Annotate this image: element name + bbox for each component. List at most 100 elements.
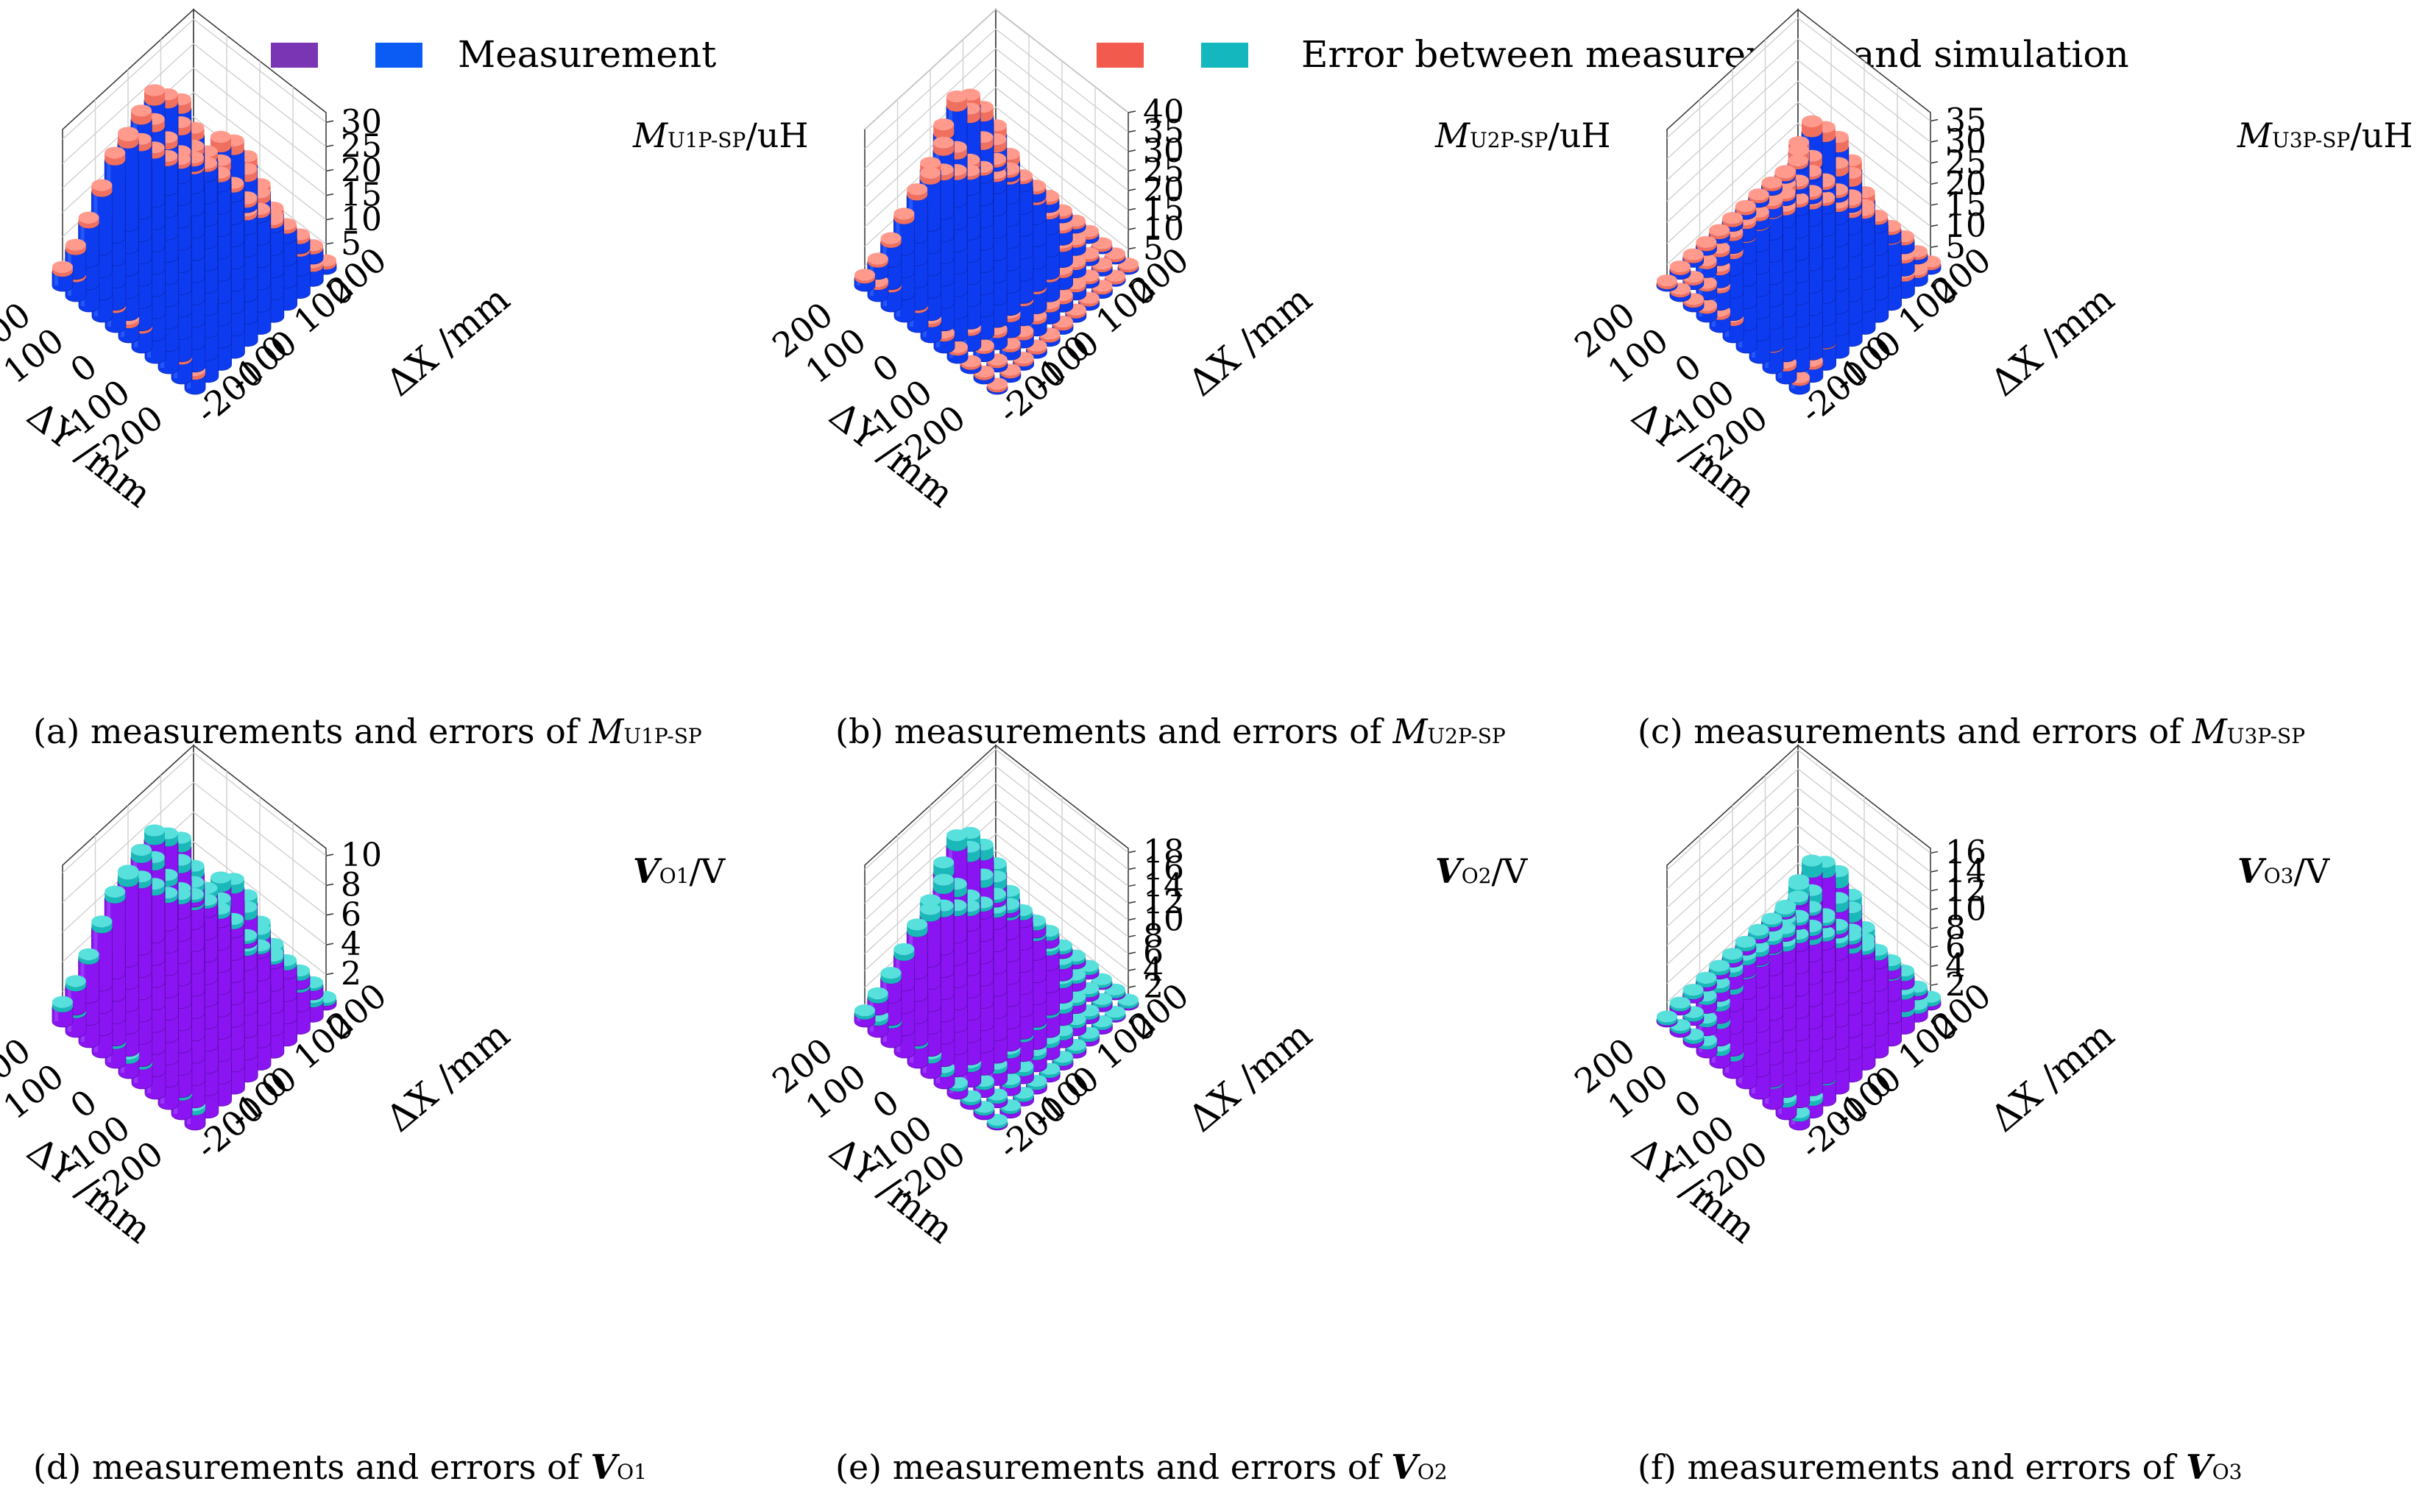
error-cap-top: [946, 90, 967, 102]
error-cap-top: [131, 104, 152, 117]
error-cap-top: [1657, 1010, 1677, 1023]
wall-gridline: [1666, 59, 1931, 181]
error-cap: [1696, 283, 1717, 292]
error-cap: [907, 189, 928, 201]
z-axis-variable: V: [633, 851, 662, 891]
error-cap-top: [91, 179, 113, 191]
error-cap: [960, 361, 981, 370]
z-tick-label: 20: [1945, 165, 1986, 202]
z-tick-mark: [1128, 227, 1136, 230]
error-cap: [144, 90, 165, 106]
error-cap-top: [65, 238, 86, 251]
error-cap: [1696, 305, 1717, 314]
error-cap-top: [65, 975, 86, 987]
bar-highlight: [54, 271, 58, 285]
caption-variable: V: [590, 1447, 620, 1487]
error-cap: [1735, 205, 1756, 216]
z-axis-unit: /uH: [2350, 116, 2413, 155]
z-tick-mark: [325, 943, 334, 945]
error-cap-top: [933, 118, 955, 131]
z-axis-subscript: O3: [2264, 864, 2294, 888]
wall-gridline: [62, 43, 327, 164]
z-tick-mark: [1930, 851, 1939, 854]
z-tick-mark: [1128, 867, 1136, 870]
error-cap: [854, 274, 875, 284]
z-tick-label: 30: [1945, 123, 1986, 160]
z-tick-mark: [1128, 207, 1136, 211]
error-cap: [987, 383, 1008, 393]
error-cap-top: [1722, 948, 1743, 960]
error-cap: [1748, 194, 1769, 204]
caption-prefix: (d) measurements and errors of: [33, 1447, 590, 1487]
error-cap-top: [1735, 199, 1756, 212]
wall-gridline: [864, 28, 1129, 150]
caption-prefix: (a) measurements and errors of: [33, 711, 589, 751]
bar-highlight: [54, 1006, 58, 1021]
error-cap: [1696, 260, 1717, 269]
error-cap: [880, 238, 902, 248]
z-axis-title: MU1P-SP/uH: [632, 116, 809, 155]
panel-caption: (b) measurements and errors of MU2P-SP: [835, 711, 1506, 751]
z-tick-label: 5: [1945, 228, 1966, 266]
error-cap: [91, 185, 113, 197]
z-tick-mark: [325, 193, 334, 196]
z-tick-mark: [1128, 168, 1136, 172]
error-cap-top: [210, 871, 231, 884]
error-cap: [947, 347, 968, 356]
error-cap-top: [920, 166, 941, 179]
error-cap-top: [105, 146, 126, 159]
z-axis-subscript: O2: [1462, 864, 1492, 888]
z-tick-mark: [1930, 224, 1939, 227]
error-cap-top: [1788, 155, 1808, 167]
error-cap: [1026, 345, 1047, 355]
error-cap-top: [144, 824, 165, 837]
z-tick-mark: [1128, 149, 1136, 152]
z-axis-subscript: O1: [659, 864, 690, 888]
z-axis-title: VO3/V: [2237, 851, 2330, 891]
bar-highlight: [67, 249, 71, 274]
caption-variable: M: [588, 711, 625, 751]
error-cap-top: [867, 987, 888, 999]
z-axis-title: VO2/V: [1435, 851, 1528, 891]
z-tick-label: 15: [341, 177, 382, 214]
panel-e: -200-10001002002001000-100-2002468101214…: [765, 744, 1528, 1487]
wall-gridline: [864, 87, 1129, 208]
z-tick-label: 15: [1143, 191, 1184, 229]
bars: [1656, 115, 1942, 395]
error-cap: [118, 135, 138, 149]
z-tick-mark: [1128, 110, 1136, 113]
z-tick-mark: [325, 242, 334, 245]
error-cap-top: [78, 948, 99, 960]
error-cap-top: [1802, 115, 1822, 127]
z-tick-label: 25: [341, 127, 382, 165]
z-tick-mark: [1128, 901, 1136, 904]
error-cap: [1722, 218, 1743, 227]
z-tick-mark: [1128, 884, 1136, 887]
wall-gridline: [864, 67, 1129, 189]
error-cap: [91, 921, 113, 934]
wall-gridline: [1666, 80, 1931, 202]
z-axis-variable: V: [1435, 851, 1465, 891]
z-tick-label: 10: [1945, 207, 1986, 245]
z-axis-unit: /V: [1491, 851, 1527, 891]
z-tick-mark: [1930, 926, 1939, 929]
error-cap-top: [1657, 274, 1677, 287]
z-tick-mark: [1930, 203, 1939, 206]
panel-f: -200-10001002002001000-100-2002468101214…: [1567, 744, 2330, 1487]
error-cap: [1709, 247, 1730, 258]
bars: [52, 824, 337, 1131]
error-cap: [974, 371, 994, 380]
error-cap: [1065, 1019, 1086, 1029]
z-axis-variable: M: [1434, 116, 1471, 155]
z-tick-label: 5: [1143, 230, 1164, 268]
error-cap-top: [920, 157, 941, 169]
bar: [854, 269, 876, 292]
caption-prefix: (b) measurements and errors of: [835, 711, 1392, 751]
caption-variable: V: [1391, 1447, 1420, 1487]
error-cap-top: [1761, 176, 1783, 188]
z-tick-mark: [1128, 850, 1136, 853]
error-cap: [1118, 263, 1139, 273]
z-tick-label: 25: [1945, 144, 1986, 182]
error-cap-top: [1669, 996, 1691, 1009]
